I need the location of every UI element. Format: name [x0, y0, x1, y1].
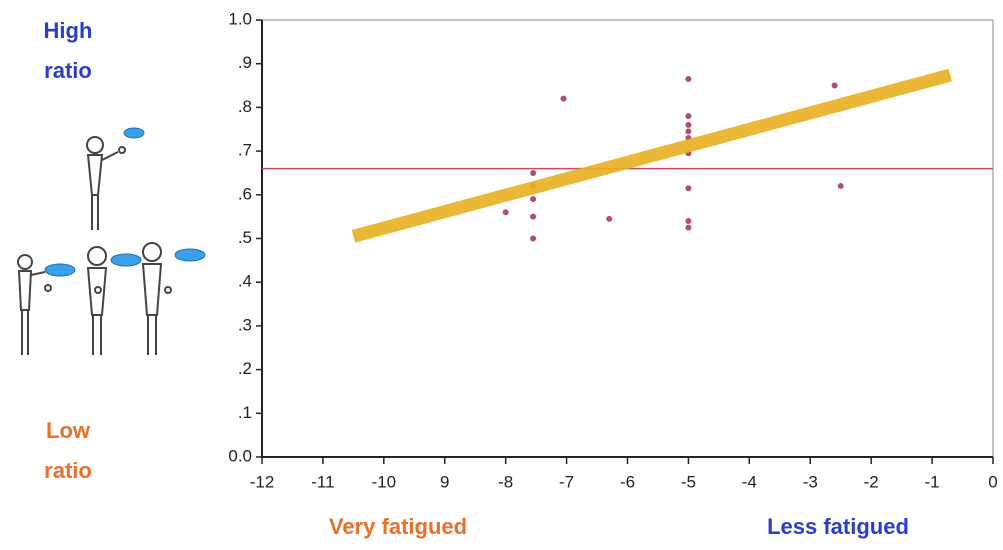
point	[685, 185, 692, 192]
end-label: Less fatigued	[767, 514, 909, 539]
y-tick-label: .2	[238, 359, 252, 378]
y-tick-label: .9	[238, 53, 252, 72]
point	[560, 95, 567, 102]
y-tick-label: .3	[238, 315, 252, 334]
point	[837, 183, 844, 190]
y-tick-label: .1	[238, 403, 252, 422]
point	[685, 121, 692, 128]
point	[831, 82, 838, 89]
point	[685, 75, 692, 82]
y-tick-label: .4	[238, 272, 252, 291]
y-tick-label: 0.0	[228, 446, 252, 465]
x-tick-label: -6	[620, 472, 635, 491]
side-label: High	[44, 18, 93, 43]
y-tick-label: 1.0	[228, 9, 252, 28]
point	[530, 235, 537, 242]
x-tick-label: -8	[498, 472, 513, 491]
x-tick-label: -4	[742, 472, 757, 491]
x-tick-label: 0	[988, 472, 997, 491]
y-tick-label: .7	[238, 141, 252, 160]
x-tick-label: -2	[864, 472, 879, 491]
point	[685, 218, 692, 225]
figure-illustration	[17, 127, 206, 355]
side-label: Low	[46, 418, 91, 443]
side-label: ratio	[44, 458, 92, 483]
x-tick-label: 9	[440, 472, 449, 491]
point	[685, 113, 692, 120]
trend-line	[351, 68, 953, 243]
x-tick-label: -12	[250, 472, 275, 491]
point	[685, 128, 692, 135]
end-label: Very fatigued	[329, 514, 467, 539]
point	[685, 224, 692, 231]
plot-frame	[261, 19, 994, 458]
x-tick-label: -11	[311, 472, 334, 491]
side-label: ratio	[44, 58, 92, 83]
x-tick-label: -7	[559, 472, 574, 491]
y-tick-label: .5	[238, 228, 252, 247]
point	[530, 196, 537, 203]
y-tick-label: .6	[238, 184, 252, 203]
point	[502, 209, 509, 216]
x-tick-label: -10	[372, 472, 397, 491]
x-tick-label: -5	[681, 472, 696, 491]
y-tick-label: .8	[238, 97, 252, 116]
x-tick-label: -1	[925, 472, 940, 491]
point	[530, 169, 537, 176]
point	[530, 213, 537, 220]
x-tick-label: -3	[803, 472, 818, 491]
point	[606, 215, 613, 222]
